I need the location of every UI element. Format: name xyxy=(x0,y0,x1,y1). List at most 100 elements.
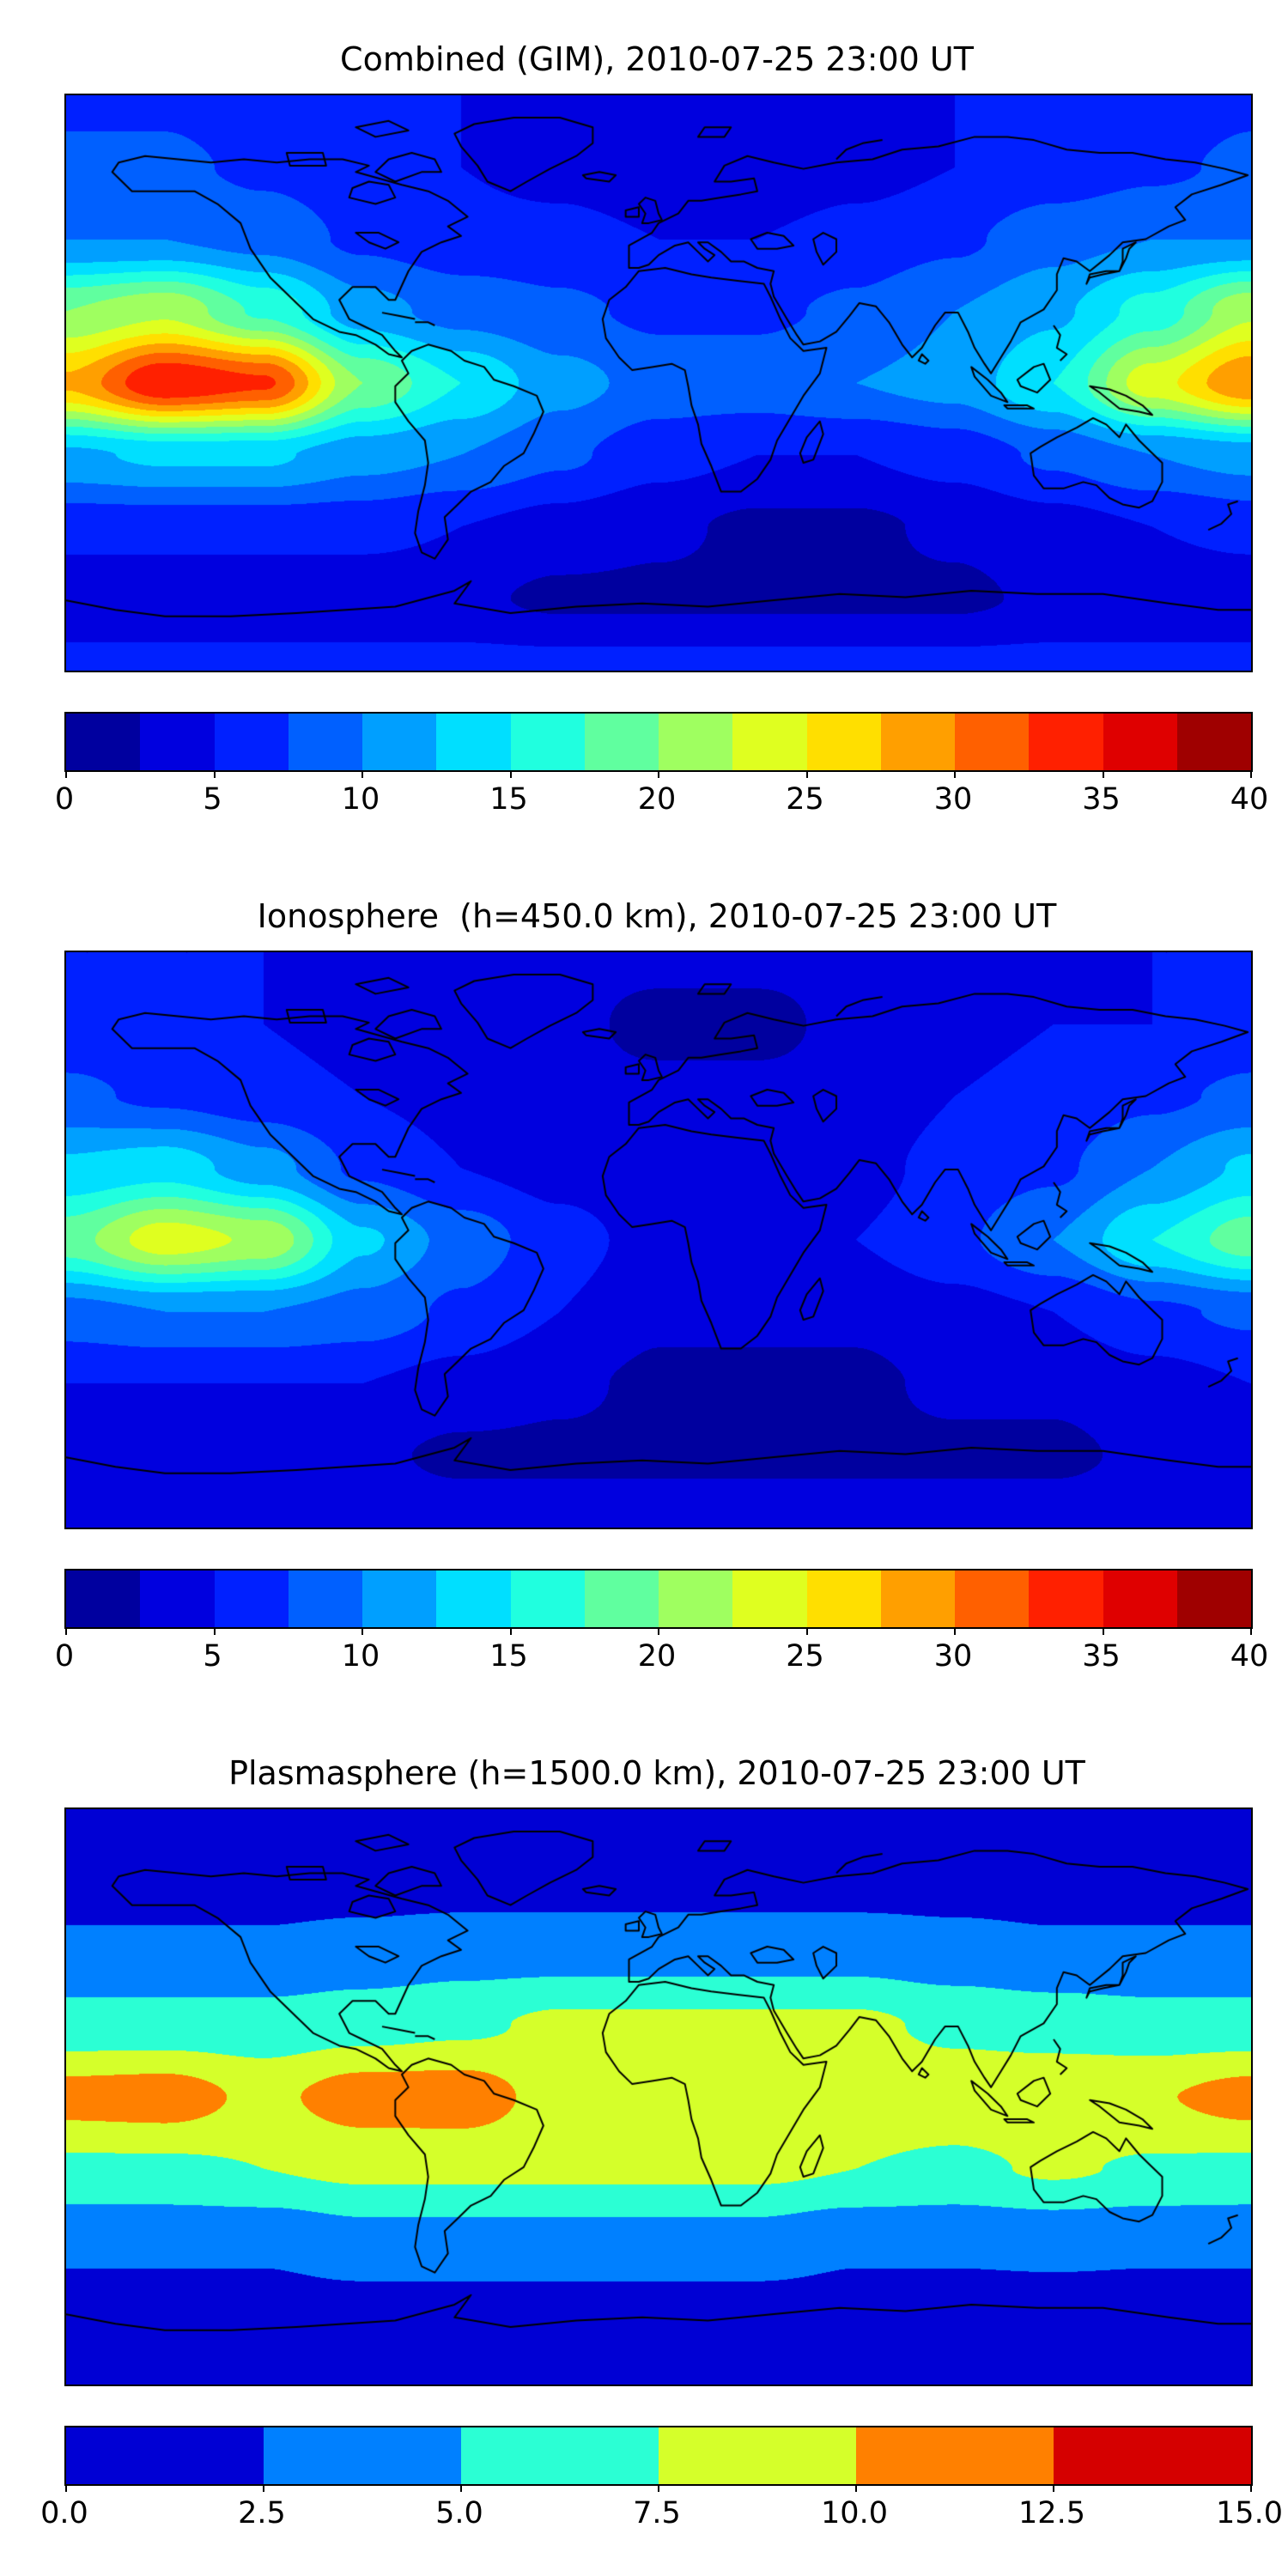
colorbar-segment xyxy=(140,1571,215,1627)
colorbar-segment xyxy=(1176,1571,1251,1627)
colorbar-segment xyxy=(955,1571,1030,1627)
colorbar-tick xyxy=(213,770,216,778)
tick-label: 7.5 xyxy=(633,2496,681,2530)
colorbar-segment xyxy=(732,714,807,770)
colorbar-tick-labels: 0.0 2.5 5.0 7.5 10.0 12.5 15.0 xyxy=(40,2486,1283,2534)
colorbar-segment xyxy=(362,1571,437,1627)
map-frame xyxy=(64,94,1253,672)
tick-label: 15 xyxy=(489,1639,528,1674)
tick-label: 40 xyxy=(1230,1639,1269,1674)
colorbar-segment xyxy=(510,714,585,770)
colorbar-segment xyxy=(584,1571,659,1627)
colorbar-segment xyxy=(436,1571,511,1627)
colorbar-tick xyxy=(658,1627,659,1635)
colorbar-tick xyxy=(954,770,956,778)
colorbar-tick xyxy=(805,770,808,778)
tick-label: 35 xyxy=(1082,1639,1121,1674)
colorbar-tick xyxy=(509,1627,512,1635)
tick-label: 0.0 xyxy=(40,2496,88,2530)
colorbar-tick xyxy=(1053,2484,1054,2492)
colorbar-tick-labels: 0 5 10 15 20 25 30 35 40 xyxy=(55,772,1268,820)
tick-label: 25 xyxy=(786,1639,824,1674)
panel-plasmasphere: Plasmasphere (h=1500.0 km), 2010-07-25 2… xyxy=(40,1753,1283,2534)
tick-label: 0 xyxy=(54,1639,75,1674)
tick-label: 30 xyxy=(933,1639,973,1674)
colorbar-tick xyxy=(805,1627,808,1635)
colorbar-segment xyxy=(140,714,215,770)
tick-label: 20 xyxy=(637,1639,677,1674)
colorbar-segment xyxy=(806,714,881,770)
colorbar-tick xyxy=(1102,1627,1104,1635)
colorbar-tick xyxy=(1250,770,1252,778)
colorbar-segment xyxy=(880,714,955,770)
colorbar xyxy=(64,1569,1253,1635)
colorbar-tick xyxy=(213,1627,216,1635)
tick-label: 15 xyxy=(489,782,528,817)
colorbar-segment xyxy=(1029,1571,1103,1627)
tick-label: 5 xyxy=(203,782,222,817)
tick-label: 25 xyxy=(786,782,824,817)
panel-title: Ionosphere (h=450.0 km), 2010-07-25 23:0… xyxy=(257,897,1057,935)
tick-label: 10 xyxy=(341,782,380,817)
tick-label: 2.5 xyxy=(238,2496,286,2530)
colorbar-segment xyxy=(264,2427,461,2484)
map-canvas-combined xyxy=(66,95,1251,671)
colorbar-segment xyxy=(1054,2427,1251,2484)
colorbar-tick xyxy=(855,2484,857,2492)
colorbar-segment xyxy=(955,714,1030,770)
tick-label: 12.5 xyxy=(1018,2496,1085,2530)
colorbar-segment xyxy=(806,1571,881,1627)
colorbar-tick-labels: 0 5 10 15 20 25 30 35 40 xyxy=(55,1629,1268,1677)
tick-label: 20 xyxy=(637,782,677,817)
colorbar-segment xyxy=(1029,714,1103,770)
colorbar-segment xyxy=(1176,714,1251,770)
colorbar-tick xyxy=(361,1627,363,1635)
panel-title: Combined (GIM), 2010-07-25 23:00 UT xyxy=(340,40,974,78)
colorbar-tick xyxy=(1250,2484,1252,2492)
map-canvas-ionosphere xyxy=(66,952,1251,1528)
colorbar-segment xyxy=(732,1571,807,1627)
tick-label: 40 xyxy=(1230,782,1269,817)
colorbar-segment xyxy=(1103,714,1177,770)
colorbar-segment xyxy=(856,2427,1054,2484)
tick-label: 0 xyxy=(54,782,75,817)
colorbar-tick xyxy=(263,2484,264,2492)
panel-ionosphere: Ionosphere (h=450.0 km), 2010-07-25 23:0… xyxy=(55,896,1268,1677)
colorbar-tick xyxy=(1250,1627,1252,1635)
colorbar-segments xyxy=(66,2427,1251,2484)
map-canvas-plasmasphere xyxy=(66,1809,1251,2385)
colorbar-segment xyxy=(362,714,437,770)
panel-title: Plasmasphere (h=1500.0 km), 2010-07-25 2… xyxy=(228,1754,1085,1792)
colorbar-tick xyxy=(460,2484,462,2492)
colorbar-segment xyxy=(288,1571,362,1627)
colorbar-segment xyxy=(659,2427,856,2484)
colorbar xyxy=(64,2426,1253,2492)
colorbar-segment xyxy=(214,714,289,770)
colorbar-segments xyxy=(66,714,1251,770)
map-frame xyxy=(64,951,1253,1529)
tick-label: 35 xyxy=(1082,782,1121,817)
colorbar-segment xyxy=(880,1571,955,1627)
tick-label: 5.0 xyxy=(435,2496,483,2530)
colorbar-tick xyxy=(509,770,512,778)
colorbar-segment xyxy=(436,714,511,770)
tick-label: 5 xyxy=(203,1639,222,1674)
colorbar-tick xyxy=(1102,770,1104,778)
panel-combined: Combined (GIM), 2010-07-25 23:00 UT 0 5 10… xyxy=(55,39,1268,820)
colorbar-segment xyxy=(1103,1571,1177,1627)
tick-label: 30 xyxy=(933,782,973,817)
colorbar-segment xyxy=(66,714,141,770)
tick-label: 10.0 xyxy=(821,2496,888,2530)
colorbar-segment xyxy=(461,2427,659,2484)
colorbar-segment xyxy=(659,714,733,770)
colorbar xyxy=(64,712,1253,778)
colorbar-segment xyxy=(584,714,659,770)
colorbar-tick xyxy=(65,2484,67,2492)
colorbar-tick xyxy=(65,770,67,778)
colorbar-tick xyxy=(658,770,659,778)
colorbar-segment xyxy=(510,1571,585,1627)
colorbar-tick xyxy=(65,1627,67,1635)
colorbar-tick xyxy=(658,2484,659,2492)
tick-label: 15.0 xyxy=(1216,2496,1283,2530)
